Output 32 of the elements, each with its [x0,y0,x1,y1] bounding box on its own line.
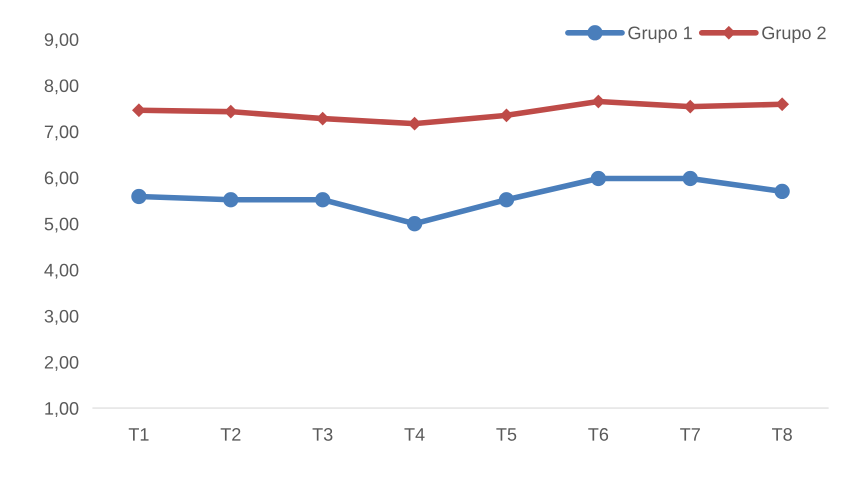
point [776,98,789,111]
point [132,104,146,117]
x-tick-label: T8 [772,428,792,441]
x-tick-label: T4 [404,428,425,441]
point [682,170,698,186]
x-tick-label: T5 [496,428,516,441]
x-tick-label: T6 [588,428,608,441]
y-tick-label: 5,00 [44,218,78,233]
y-tick-label: 7,00 [44,125,78,140]
y-tick-label: 4,00 [44,264,78,279]
y-tick-label: 9,00 [44,33,78,48]
legend-label: Grupo 1 [628,26,692,43]
y-tick-label: 2,00 [44,356,78,371]
point [223,192,238,208]
point [684,100,697,114]
x-tick-label: T3 [312,428,332,441]
point [774,184,790,200]
legend-label: Grupo 2 [762,26,826,43]
point [592,94,605,108]
y-tick-label: 6,00 [44,172,78,186]
point [498,192,514,208]
point [500,108,514,122]
y-tick-label: 3,00 [44,310,78,325]
point [406,216,422,232]
point [315,192,330,208]
point [131,188,147,204]
x-tick-label: T2 [220,428,240,441]
x-tick-label: T7 [680,428,700,441]
y-tick-label: 1,00 [45,402,78,417]
y-tick-label: 8,00 [44,79,78,94]
x-tick-label: T1 [128,428,149,441]
point [590,170,606,186]
